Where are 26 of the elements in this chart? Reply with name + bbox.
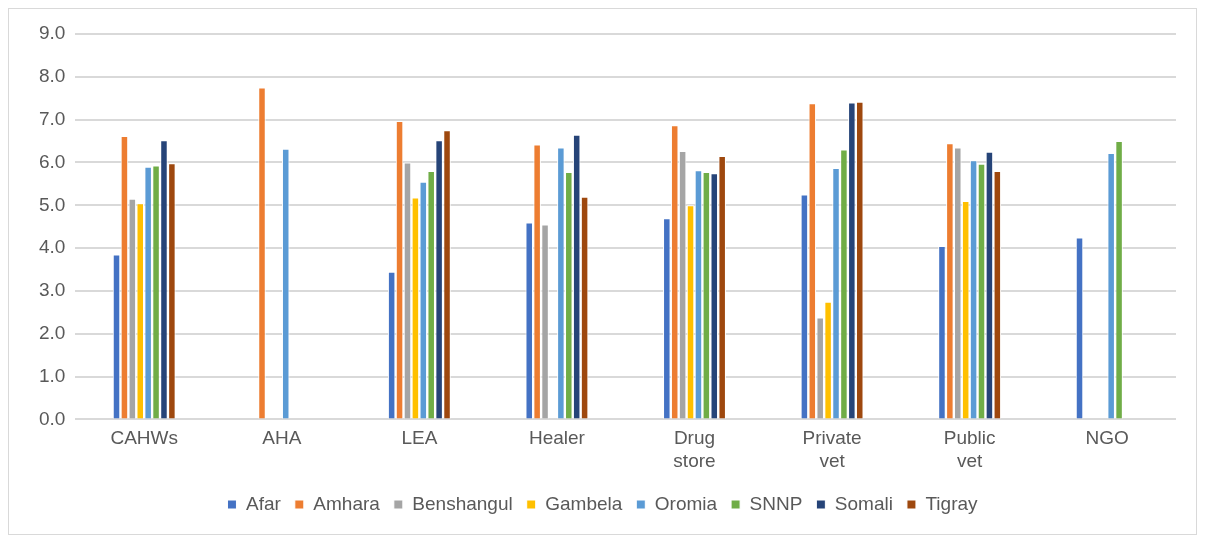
- y-tick-label: 4.0: [38, 236, 66, 258]
- y-tick-label: 0.0: [38, 407, 66, 429]
- legend-label: Afar: [245, 492, 282, 514]
- legend-label: Somali: [834, 492, 893, 514]
- y-tick-label: 1.0: [38, 364, 66, 386]
- legend-label: Benshangul: [412, 492, 513, 514]
- y-tick-label: 2.0: [38, 321, 66, 343]
- x-tick-label: Drug store: [673, 427, 716, 471]
- y-tick-label: 3.0: [38, 279, 66, 301]
- y-tick-label: 6.0: [38, 150, 66, 172]
- x-tick-label: LEA: [401, 427, 438, 449]
- x-tick-label: CAHWs: [110, 427, 178, 449]
- y-tick-label: 9.0: [38, 22, 66, 44]
- x-tick-label: Public vet: [943, 427, 996, 471]
- legend-label: Gambela: [545, 492, 623, 514]
- x-tick-label: AHA: [262, 427, 302, 449]
- y-tick-label: 5.0: [38, 193, 66, 215]
- x-tick-label: Healer: [528, 427, 586, 449]
- legend-label: Amhara: [313, 492, 381, 514]
- y-tick-label: 7.0: [38, 107, 66, 129]
- legend-label: Oromia: [654, 492, 718, 514]
- legend-label: Tigray: [925, 492, 979, 514]
- x-tick-label: Private vet: [802, 427, 862, 471]
- legend-label: SNNP: [749, 492, 803, 514]
- x-tick-label: NGO: [1085, 427, 1129, 449]
- y-tick-label: 8.0: [38, 65, 66, 87]
